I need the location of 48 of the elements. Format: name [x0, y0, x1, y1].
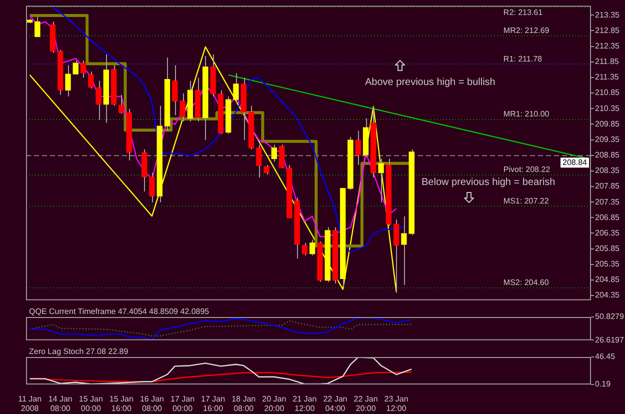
ref-line-label: Pivot: 208.22 [503, 165, 551, 174]
x-tick-label: 23 Jan 12:00 [384, 394, 408, 414]
ref-line-label: MR2: 212.69 [503, 26, 550, 35]
y-tick-label: 213.35 [595, 10, 620, 20]
y-tick-label: 212.35 [595, 42, 620, 51]
y-tick-label: 46.45 [595, 352, 616, 362]
y-tick-label: 204.85 [595, 275, 620, 284]
annotation: Below previous high = bearish [422, 177, 556, 188]
y-tick-label: 210.35 [595, 104, 620, 113]
x-tick-label: 17 Jan 16:00 [201, 394, 226, 414]
ref-line-label: R2: 213.61 [503, 8, 544, 18]
x-tick-label: 16 Jan 08:00 [140, 394, 164, 414]
x-tick-label: 20 Jan 20:00 [262, 394, 286, 414]
x-tick-label: 22 Jan 04:00 [323, 394, 348, 414]
y-tick-label: 204.35 [595, 290, 620, 300]
x-tick-label: 17 Jan 00:00 [170, 394, 195, 414]
y-tick-label: 208.85 [595, 150, 620, 160]
ref-line-label: 208.84 [562, 158, 588, 167]
y-tick-label: 207.85 [595, 182, 620, 191]
y-tick-label: 208.35 [595, 166, 620, 176]
y-tick-label: 212.85 [595, 26, 620, 35]
y-tick-label: 211.35 [595, 72, 620, 82]
y-tick-label: 50.8279 [595, 312, 624, 322]
y-tick-label: 209.35 [595, 134, 620, 144]
ref-line-label: MR1: 210.00 [503, 110, 550, 119]
annotation: Above previous high = bullish [365, 77, 496, 88]
ref-line-label: R1: 211.78 [503, 54, 543, 64]
y-tick-label: 206.35 [595, 228, 620, 238]
x-tick-label: 18 Jan 08:00 [232, 394, 256, 414]
ref-line-label: MS2: 204.60 [503, 278, 550, 287]
y-tick-label: 205.85 [595, 244, 620, 253]
x-tick-label: 15 Jan 16:00 [109, 394, 134, 414]
chart-title: Zero Lag Stoch 27.08 22.89 [29, 347, 129, 356]
x-tick-label: 14 Jan 08:00 [48, 394, 72, 414]
y-tick-label: 210.85 [595, 88, 620, 98]
ref-line-label: MS1: 207.22 [503, 196, 550, 206]
x-tick-label: 21 Jan 12:00 [292, 394, 317, 414]
y-tick-label: 211.85 [595, 57, 620, 66]
y-tick-label: 207.35 [595, 197, 620, 206]
y-tick-label: 0.19 [595, 380, 612, 389]
y-tick-label: 206.85 [595, 212, 620, 222]
y-tick-label: 209.85 [595, 119, 620, 128]
chart-title: QQE Current Timeframe 47.4054 48.8509 42.0895 [29, 307, 210, 316]
x-tick-label: 15 Jan 00:00 [78, 394, 103, 414]
x-tick-label: 11 Jan 2008 [18, 394, 42, 414]
y-tick-label: 205.35 [595, 260, 620, 269]
y-tick-label: 26.6197 [595, 335, 624, 344]
x-tick-label: 22 Jan 20:00 [354, 394, 378, 414]
